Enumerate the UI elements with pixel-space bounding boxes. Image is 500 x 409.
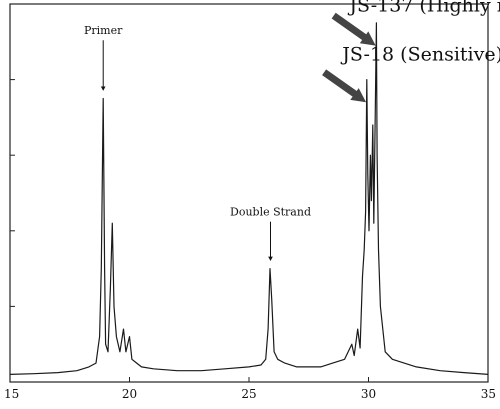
x-tick-label-30: 30 [361, 387, 376, 401]
x-tick-label-35: 35 [481, 387, 496, 401]
annotation-label-1: JS-18 (Sensitive) [340, 44, 500, 66]
x-tick-label-15: 15 [4, 387, 19, 401]
annotations-layer: JS-137 (Highly resistant) JS-18 (Sensitiv… [84, 0, 500, 261]
annotation-label-0: JS-137 (Highly resistant) [347, 0, 500, 17]
annotation-label-3: Double Strand [230, 206, 311, 219]
series-line-0 [9, 22, 489, 375]
annotation-arrow-head-0 [359, 31, 376, 46]
annotation-label-2: Primer [84, 24, 123, 37]
axes: 15 20 25 30 35 [4, 3, 496, 401]
annotation-arrow-shaft-0 [331, 12, 370, 43]
x-tick-label-25: 25 [241, 387, 256, 401]
annotation-arrow-head-1 [350, 88, 367, 103]
annotation-arrow-head-3 [268, 256, 273, 261]
annotation-arrow-shaft-1 [322, 69, 361, 100]
x-tick-label-20: 20 [122, 387, 137, 401]
trace-layer [9, 22, 489, 375]
annotation-arrow-head-2 [100, 86, 106, 91]
